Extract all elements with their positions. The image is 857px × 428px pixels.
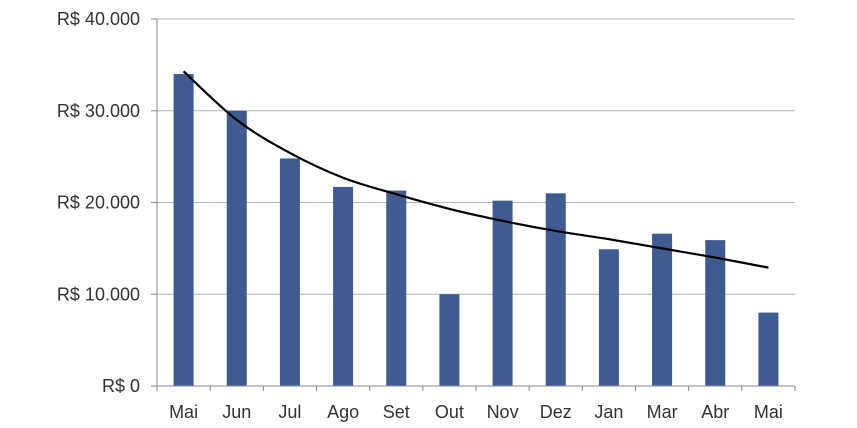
axes — [151, 18, 796, 391]
x-tick-label-11: Mai — [754, 402, 783, 422]
bar-2 — [279, 158, 300, 386]
bar-11 — [758, 312, 779, 386]
x-tick-label-7: Dez — [540, 402, 572, 422]
bar-1 — [226, 110, 247, 386]
y-axis-tick-labels: R$ 0 R$ 10.000 R$ 20.000 R$ 30.000 R$ 40.000 — [57, 9, 140, 396]
x-tick-label-9: Mar — [647, 402, 678, 422]
x-tick-label-4: Set — [383, 402, 410, 422]
bar-4 — [386, 190, 407, 386]
bar-8 — [598, 249, 619, 386]
y-tick-label-4: R$ 40.000 — [57, 9, 140, 29]
x-tick-label-3: Ago — [327, 402, 359, 422]
x-tick-label-0: Mai — [169, 402, 198, 422]
trendline — [182, 70, 769, 269]
y-tick-label-3: R$ 30.000 — [57, 101, 140, 121]
x-axis-tick-labels: Mai Jun Jul Ago Set Out Nov Dez Jan Mar Abr Mai — [169, 402, 783, 422]
grid-lines — [157, 18, 795, 295]
bar-7 — [545, 193, 566, 386]
x-tick-label-10: Abr — [701, 402, 729, 422]
bar-10 — [705, 240, 726, 386]
bar-9 — [652, 233, 673, 386]
bar-6 — [492, 200, 513, 386]
x-tick-label-2: Jul — [278, 402, 301, 422]
bar-5 — [439, 294, 460, 386]
y-tick-label-2: R$ 20.000 — [57, 193, 140, 213]
bar-3 — [333, 186, 354, 386]
bars — [173, 74, 779, 387]
bar-0 — [173, 74, 194, 387]
y-tick-label-1: R$ 10.000 — [57, 284, 140, 304]
trendline-path — [182, 70, 769, 269]
y-tick-label-0: R$ 0 — [102, 376, 140, 396]
x-tick-label-6: Nov — [487, 402, 519, 422]
x-tick-label-1: Jun — [222, 402, 251, 422]
x-tick-label-8: Jan — [594, 402, 623, 422]
x-tick-label-5: Out — [435, 402, 464, 422]
